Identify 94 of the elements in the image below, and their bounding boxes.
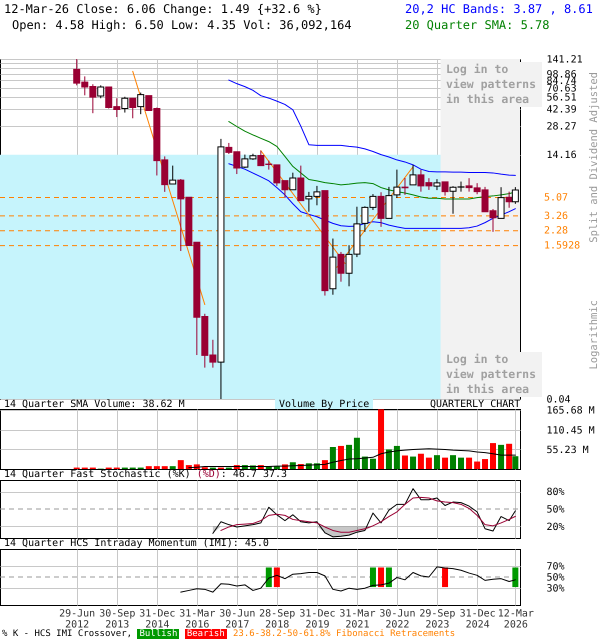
bar [146, 466, 152, 469]
y-tick-label: 20% [546, 522, 565, 533]
bar [442, 458, 448, 469]
bar [482, 459, 488, 469]
bar [426, 458, 432, 469]
bar [378, 409, 384, 469]
bar [490, 443, 496, 469]
candlestick [289, 172, 296, 190]
x-tick-label: 29-Sep 2023 [419, 608, 456, 630]
candlestick [433, 178, 440, 191]
bar [458, 458, 464, 469]
candlestick [442, 181, 449, 196]
text: Bearish [184, 629, 227, 639]
candlestick [121, 96, 128, 114]
bar [474, 462, 480, 469]
candlestick [506, 191, 513, 208]
text: 20 Quarter SMA: 5.78 [405, 18, 550, 32]
x-tick-label: 31-Dec 2014 [139, 608, 176, 630]
candlestick [401, 177, 408, 196]
candlestick [137, 92, 144, 115]
chart-title: 14 Quarter HCS Intraday Momentum (IMI): 45.0 [4, 538, 269, 549]
bar [466, 458, 472, 469]
y-tick-label: 80% [546, 487, 565, 498]
ref-line-label: 3.26 [544, 210, 568, 222]
y-tick-label: 28.27 [546, 121, 577, 132]
text: (%D) [196, 469, 221, 480]
y-tick-label: 55.23 M [546, 444, 589, 456]
y-tick-label: 50% [546, 572, 565, 584]
text: (%K) [166, 469, 191, 480]
band-label: Volume By Price [275, 399, 374, 410]
bar [354, 438, 360, 469]
text: Logarithmic [588, 300, 600, 370]
x-tick-label: 29-Jun 2012 [59, 608, 96, 630]
bar [170, 466, 176, 469]
candlestick [410, 164, 417, 186]
bar [450, 455, 456, 469]
x-tick-label: 12-Mar 2026 [498, 608, 534, 630]
chart-subtitle: Open: 4.58 High: 6.50 Low: 4.35 Vol: 36,092,164 [12, 18, 352, 32]
annotation: Log in to view patterns in this area [446, 352, 542, 397]
text: Bullish [137, 629, 180, 639]
bar [346, 444, 352, 469]
bar [330, 446, 336, 469]
bar [410, 456, 416, 469]
bar [362, 456, 368, 469]
y-tick-label: 42.39 [546, 104, 577, 116]
ref-line-label: 2.28 [544, 226, 568, 237]
candlestick [169, 165, 176, 185]
candlestick [378, 192, 385, 228]
x-tick-label: 31-Dec 2019 [299, 608, 336, 630]
text: 14 Quarter SMA Volume: 38.62 M [4, 399, 185, 410]
annotation: QUARTERLY CHART [430, 399, 520, 410]
x-tick-label: 30-Jun 2017 [219, 608, 256, 630]
legend-title: % K - HCS IMI Crossover, [2, 629, 132, 639]
y-tick-label: 70.63 [546, 83, 577, 94]
y-tick-label: 0.04 [546, 394, 571, 406]
x-tick-label: 31-Mar 2021 [339, 608, 376, 630]
y-tick-label: 50% [546, 504, 565, 516]
y-tick-label: 141.21 [546, 54, 583, 66]
chart-title: 12-Mar-26 Close: 6.06 Change: 1.49 {+32.6 %} [4, 2, 322, 16]
text: 20,2 HC Bands: 3.87 , 8.61 [405, 2, 593, 16]
x-tick-label: 31-Dec 2024 [460, 608, 496, 630]
y-tick-label: 110.45 M [546, 425, 595, 436]
bar [498, 444, 504, 469]
candlestick [97, 84, 104, 99]
bar [418, 454, 424, 469]
bar [338, 446, 344, 469]
annotation: Log in to view patterns in this area [446, 62, 542, 107]
bar [394, 446, 400, 469]
text: 23.6-38.2-50-61.8% Fibonacci Retracements [233, 629, 456, 640]
y-tick-label: 56.51 [546, 92, 577, 104]
text: Split and Dividend Adjusted [588, 72, 600, 243]
bar [370, 458, 376, 469]
bar [402, 456, 408, 469]
candlestick [297, 165, 304, 202]
bar [512, 456, 518, 469]
chart-title: 14 Quarter Fast Stochastic [4, 469, 161, 480]
bar [178, 460, 184, 469]
candlestick [498, 186, 505, 219]
bar [506, 444, 512, 469]
candlestick [337, 251, 344, 282]
y-tick-label: 14.16 [546, 150, 577, 162]
y-tick-label: 70% [546, 561, 565, 572]
x-tick-label: 31-Mar 2016 [179, 608, 216, 630]
ref-line-label: 5.07 [544, 192, 568, 204]
bar [386, 449, 392, 469]
candlestick [129, 98, 136, 119]
ref-line-label: 1.5928 [544, 240, 580, 252]
x-tick-label: 28-Sep 2018 [259, 608, 296, 630]
y-tick-label: 165.68 M [546, 406, 595, 417]
x-tick-label: 30-Sep 2013 [99, 608, 136, 630]
y-tick-label: 30% [546, 584, 565, 595]
bar [434, 455, 440, 469]
line-series [180, 566, 516, 593]
x-tick-label: 30-Jun 2022 [379, 608, 416, 630]
